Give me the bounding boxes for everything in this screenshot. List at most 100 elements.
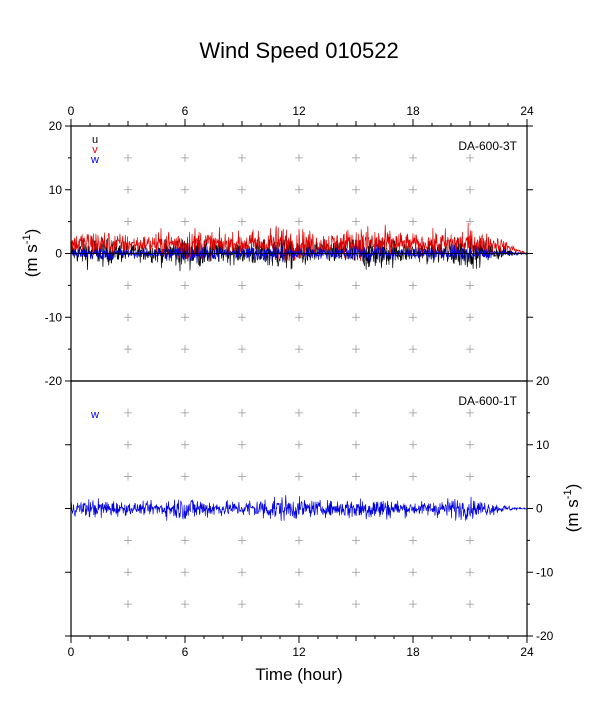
- grid-plus-marker: [124, 185, 132, 194]
- grid-plus-marker: [466, 281, 474, 290]
- grid-plus-marker: [295, 281, 303, 290]
- grid-plus-marker: [466, 217, 474, 226]
- grid-plus-marker: [409, 153, 417, 162]
- grid-plus-marker: [238, 313, 246, 322]
- grid-plus-marker: [124, 153, 132, 162]
- grid-plus-marker: [124, 536, 132, 545]
- grid-plus-marker: [295, 440, 303, 449]
- x-tick-label: 18: [406, 104, 420, 118]
- grid-plus-marker: [352, 345, 360, 354]
- x-tick-label: 24: [520, 645, 534, 659]
- grid-plus-marker: [352, 185, 360, 194]
- grid-plus-marker: [124, 345, 132, 354]
- grid-plus-marker: [409, 185, 417, 194]
- grid-plus-marker: [124, 217, 132, 226]
- grid-plus-marker: [238, 536, 246, 545]
- x-tick-label: 18: [406, 645, 420, 659]
- y-axis-title-bottom: (m s-1): [562, 484, 582, 533]
- grid-plus-marker: [181, 600, 189, 609]
- grid-plus-marker: [409, 313, 417, 322]
- grid-plus-marker: [238, 185, 246, 194]
- grid-plus-marker: [181, 408, 189, 417]
- x-axis-title: Time (hour): [255, 665, 342, 684]
- grid-plus-marker: [466, 536, 474, 545]
- station-label-top: DA-600-3T: [458, 139, 517, 153]
- grid-plus-marker: [466, 568, 474, 577]
- y-tick-label: 10: [536, 438, 550, 452]
- y-tick-label: -10: [45, 310, 63, 324]
- grid-plus-marker: [238, 408, 246, 417]
- y-tick-label: -20: [45, 374, 63, 388]
- grid-plus-marker: [124, 472, 132, 481]
- y-tick-label: -20: [536, 629, 554, 643]
- y-axis-title-top: (m s-1): [21, 229, 41, 278]
- grid-plus-marker: [124, 440, 132, 449]
- grid-plus-marker: [124, 313, 132, 322]
- grid-plus-marker: [409, 408, 417, 417]
- grid-plus-marker: [124, 408, 132, 417]
- ticks-top: -20 -10 0 10 20 0 6 12 18 24: [45, 104, 534, 388]
- grid-plus-marker: [295, 153, 303, 162]
- ticks-bottom: -20 -10 0 10 20 0 6 12 18 24: [65, 374, 554, 659]
- grid-plus-marker: [352, 153, 360, 162]
- y-tick-label: 10: [49, 183, 63, 197]
- grid-plus-marker: [181, 472, 189, 481]
- panel-bottom: -20 -10 0 10 20 0 6 12 18 24 DA-600-1T w: [65, 374, 554, 659]
- grid-plus-marker: [352, 472, 360, 481]
- grid-plus-marker: [409, 440, 417, 449]
- x-tick-label: 6: [182, 104, 189, 118]
- grid-plus-marker: [409, 600, 417, 609]
- grid-plus-marker: [238, 345, 246, 354]
- grid-plus-marker: [238, 600, 246, 609]
- grid-plus-marker: [409, 281, 417, 290]
- traces-bottom: [70, 494, 528, 521]
- legend-w-bottom: w: [90, 409, 99, 421]
- grid-plus-marker: [352, 600, 360, 609]
- y-tick-label: -10: [536, 565, 554, 579]
- grid-top: [124, 153, 474, 354]
- grid-plus-marker: [352, 217, 360, 226]
- grid-plus-marker: [181, 185, 189, 194]
- grid-plus-marker: [352, 313, 360, 322]
- grid-plus-marker: [466, 313, 474, 322]
- grid-plus-marker: [295, 472, 303, 481]
- grid-plus-marker: [466, 472, 474, 481]
- grid-plus-marker: [466, 440, 474, 449]
- grid-plus-marker: [352, 408, 360, 417]
- grid-plus-marker: [181, 217, 189, 226]
- x-tick-label: 12: [292, 645, 306, 659]
- x-tick-label: 0: [68, 104, 75, 118]
- grid-plus-marker: [238, 281, 246, 290]
- grid-plus-marker: [124, 600, 132, 609]
- grid-plus-marker: [181, 345, 189, 354]
- grid-plus-marker: [466, 600, 474, 609]
- grid-plus-marker: [295, 313, 303, 322]
- grid-plus-marker: [181, 536, 189, 545]
- grid-plus-marker: [238, 568, 246, 577]
- series-line-w: [70, 494, 528, 521]
- y-tick-label: 0: [55, 247, 62, 261]
- grid-plus-marker: [466, 185, 474, 194]
- grid-plus-marker: [295, 345, 303, 354]
- chart-title: Wind Speed 010522: [199, 38, 398, 63]
- y-tick-label: 20: [49, 119, 63, 133]
- grid-plus-marker: [352, 440, 360, 449]
- grid-plus-marker: [181, 281, 189, 290]
- station-label-bottom: DA-600-1T: [458, 394, 517, 408]
- grid-plus-marker: [295, 408, 303, 417]
- grid-plus-marker: [466, 408, 474, 417]
- grid-plus-marker: [238, 217, 246, 226]
- y-tick-label: 0: [536, 502, 543, 516]
- x-tick-label: 12: [292, 104, 306, 118]
- grid-plus-marker: [181, 568, 189, 577]
- legend-v: v: [92, 144, 98, 156]
- grid-plus-marker: [352, 568, 360, 577]
- grid-plus-marker: [124, 281, 132, 290]
- x-tick-label: 6: [182, 645, 189, 659]
- grid-plus-marker: [409, 568, 417, 577]
- series-line-v: [70, 222, 528, 262]
- grid-plus-marker: [181, 153, 189, 162]
- grid-plus-marker: [409, 536, 417, 545]
- legend-w-top: w: [90, 154, 99, 166]
